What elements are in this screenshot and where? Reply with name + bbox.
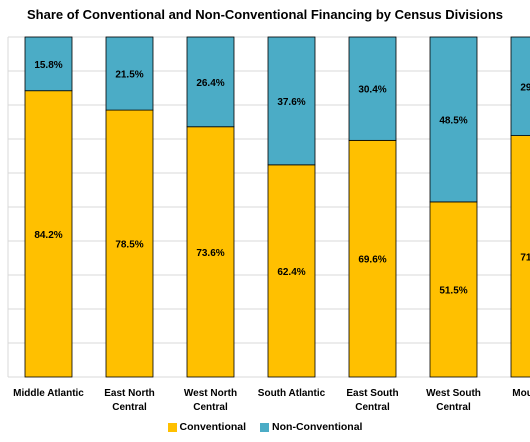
bar-conventional-mountain [510,135,530,378]
data-label-non-conventional: 37.6% [277,97,305,108]
legend-swatch-conventional [167,422,177,432]
bar-non-conventional-middle-atlantic [24,36,73,92]
legend-swatch-non-conventional [260,422,270,432]
legend-item-non-conventional[interactable]: Non-Conventional [260,421,362,433]
bar-non-conventional-mountain [510,36,530,136]
x-tick-label: Mountain [512,388,530,399]
x-tick-label: Middle Atlantic [13,388,84,399]
x-tick-label: East North [104,388,155,399]
bar-conventional-east-south [348,139,397,378]
legend: Conventional Non-Conventional [0,421,530,433]
data-label-non-conventional: 21.5% [115,70,143,81]
data-label-non-conventional: 26.4% [196,78,224,89]
data-label-conventional: 78.5% [115,240,143,251]
bar-conventional-west-south [429,201,478,378]
bar-non-conventional-south-atlantic [267,36,316,166]
data-label-non-conventional: 30.4% [358,85,386,96]
x-tick-label: Central [355,402,390,413]
data-label-conventional: 69.6% [358,255,386,266]
data-label-non-conventional: 48.5% [439,115,467,126]
x-tick-label: East South [346,388,398,399]
x-tick-label: Central [193,402,228,413]
data-label-conventional: 71.0% [520,252,530,263]
data-label-non-conventional: 15.8% [34,60,62,71]
legend-label-non-conventional: Non-Conventional [272,421,363,433]
bar-conventional-west-north [186,126,235,378]
bar-non-conventional-east-south [348,36,397,141]
legend-item-conventional[interactable]: Conventional [167,421,247,433]
bar-non-conventional-east-north [105,36,154,111]
x-tick-label: West North [184,388,237,399]
data-label-conventional: 62.4% [277,267,305,278]
bar-non-conventional-west-south [429,36,478,203]
x-tick-label: South Atlantic [258,388,326,399]
data-label-conventional: 73.6% [196,248,224,259]
x-tick-label: West South [426,388,481,399]
x-tick-label: Central [112,402,147,413]
data-label-conventional: 84.2% [34,230,62,241]
chart-title: Share of Conventional and Non-Convention… [27,7,503,22]
bar-conventional-south-atlantic [267,164,316,378]
bar-non-conventional-west-north [186,36,235,128]
legend-label-conventional: Conventional [179,421,247,433]
data-label-conventional: 51.5% [439,285,467,296]
x-tick-label: Central [436,402,471,413]
data-label-non-conventional: 29.0% [520,82,530,93]
